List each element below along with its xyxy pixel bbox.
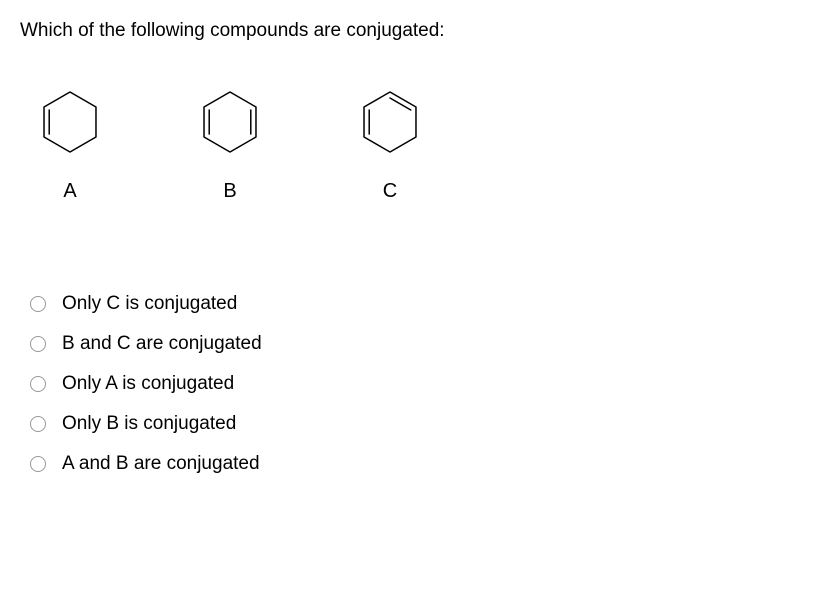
structure-label: C (383, 180, 397, 203)
options-list: Only C is conjugated B and C are conjugat… (30, 293, 808, 475)
radio-icon[interactable] (30, 376, 46, 392)
option-label: Only A is conjugated (62, 373, 234, 395)
option-1[interactable]: B and C are conjugated (30, 333, 808, 355)
radio-icon[interactable] (30, 296, 46, 312)
option-label: Only B is conjugated (62, 413, 236, 435)
radio-icon[interactable] (30, 336, 46, 352)
structure-diagram (350, 82, 430, 162)
radio-icon[interactable] (30, 416, 46, 432)
structure-a: A (30, 82, 110, 203)
option-2[interactable]: Only A is conjugated (30, 373, 808, 395)
option-3[interactable]: Only B is conjugated (30, 413, 808, 435)
structure-diagram (30, 82, 110, 162)
structure-c: C (350, 82, 430, 203)
option-label: Only C is conjugated (62, 293, 237, 315)
option-0[interactable]: Only C is conjugated (30, 293, 808, 315)
question-text: Which of the following compounds are con… (20, 20, 808, 42)
option-label: B and C are conjugated (62, 333, 262, 355)
structure-b: B (190, 82, 270, 203)
option-4[interactable]: A and B are conjugated (30, 453, 808, 475)
option-label: A and B are conjugated (62, 453, 260, 475)
structure-label: B (223, 180, 236, 203)
structure-diagram (190, 82, 270, 162)
structure-label: A (63, 180, 76, 203)
structures-row: A B C (30, 82, 808, 203)
radio-icon[interactable] (30, 456, 46, 472)
